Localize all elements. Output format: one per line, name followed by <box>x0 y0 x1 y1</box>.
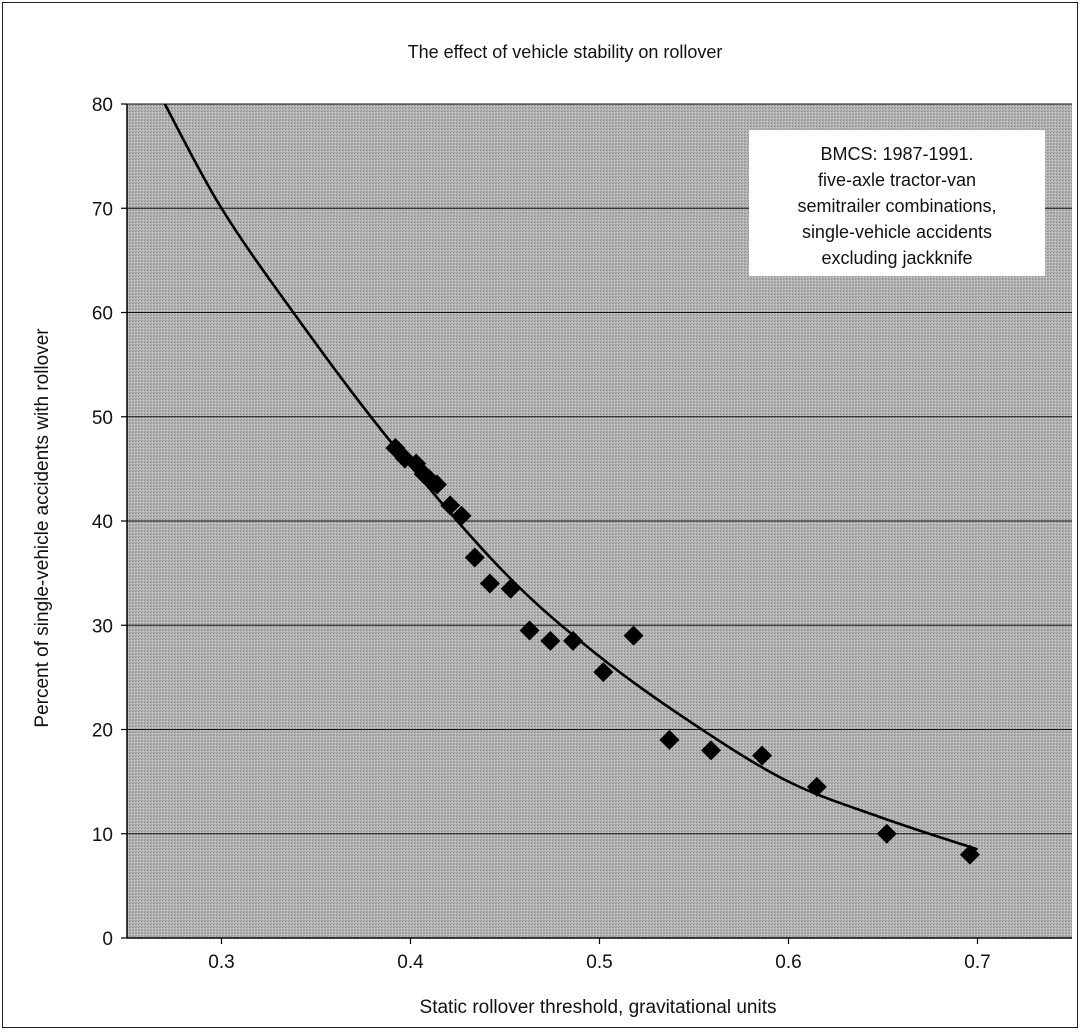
data-point-marker <box>500 578 521 599</box>
y-tick-label-60: 60 <box>92 304 113 325</box>
annotation-line: BMCS: 1987-1991. <box>820 144 973 164</box>
y-tick-label-50: 50 <box>92 408 113 429</box>
annotation-line: single-vehicle accidents <box>802 222 992 242</box>
tick-labels: 0 10 20 30 40 50 60 70 80 0.3 0.4 0.5 0.6 0.7 <box>92 95 991 973</box>
annotation-line: five-axle tractor-van <box>818 170 976 190</box>
data-point-marker <box>563 630 584 651</box>
data-point-marker <box>876 823 897 844</box>
data-point-marker <box>426 474 447 495</box>
data-point-marker <box>464 547 485 568</box>
data-point-marker <box>701 740 722 761</box>
data-point-marker <box>959 844 980 865</box>
y-tick-label-80: 80 <box>92 95 113 116</box>
x-tick-label-0.3: 0.3 <box>208 952 234 973</box>
y-tick-label-10: 10 <box>92 825 113 846</box>
data-point-marker <box>806 776 827 797</box>
y-tick-label-70: 70 <box>92 199 113 220</box>
data-point-marker <box>440 495 461 516</box>
data-point-marker <box>451 505 472 526</box>
data-point-marker <box>479 573 500 594</box>
annotation-box <box>749 130 1045 276</box>
chart-title: The effect of vehicle stability on rollo… <box>408 42 723 62</box>
data-point-marker <box>752 745 773 766</box>
data-point-marker <box>593 662 614 683</box>
y-tick-label-40: 40 <box>92 512 113 533</box>
data-points <box>385 438 980 865</box>
x-tick-label-0.6: 0.6 <box>775 952 801 973</box>
y-tick-label-0: 0 <box>102 929 113 950</box>
data-point-marker <box>519 620 540 641</box>
annotation-line: semitrailer combinations, <box>797 196 996 216</box>
annotation-text: BMCS: 1987-1991. five-axle tractor-van sem… <box>797 144 996 268</box>
y-axis-title: Percent of single-vehicle accidents with… <box>32 328 53 728</box>
data-point-marker <box>540 630 561 651</box>
y-tick-label-30: 30 <box>92 616 113 637</box>
x-axis-title: Static rollover threshold, gravitational… <box>420 997 777 1018</box>
x-tick-label-0.7: 0.7 <box>964 952 990 973</box>
y-tick-label-20: 20 <box>92 721 113 742</box>
annotation-line: excluding jackknife <box>821 248 972 268</box>
data-point-marker <box>623 625 644 646</box>
x-tick-label-0.5: 0.5 <box>586 952 612 973</box>
data-point-marker <box>659 729 680 750</box>
x-tick-label-0.4: 0.4 <box>397 952 424 973</box>
